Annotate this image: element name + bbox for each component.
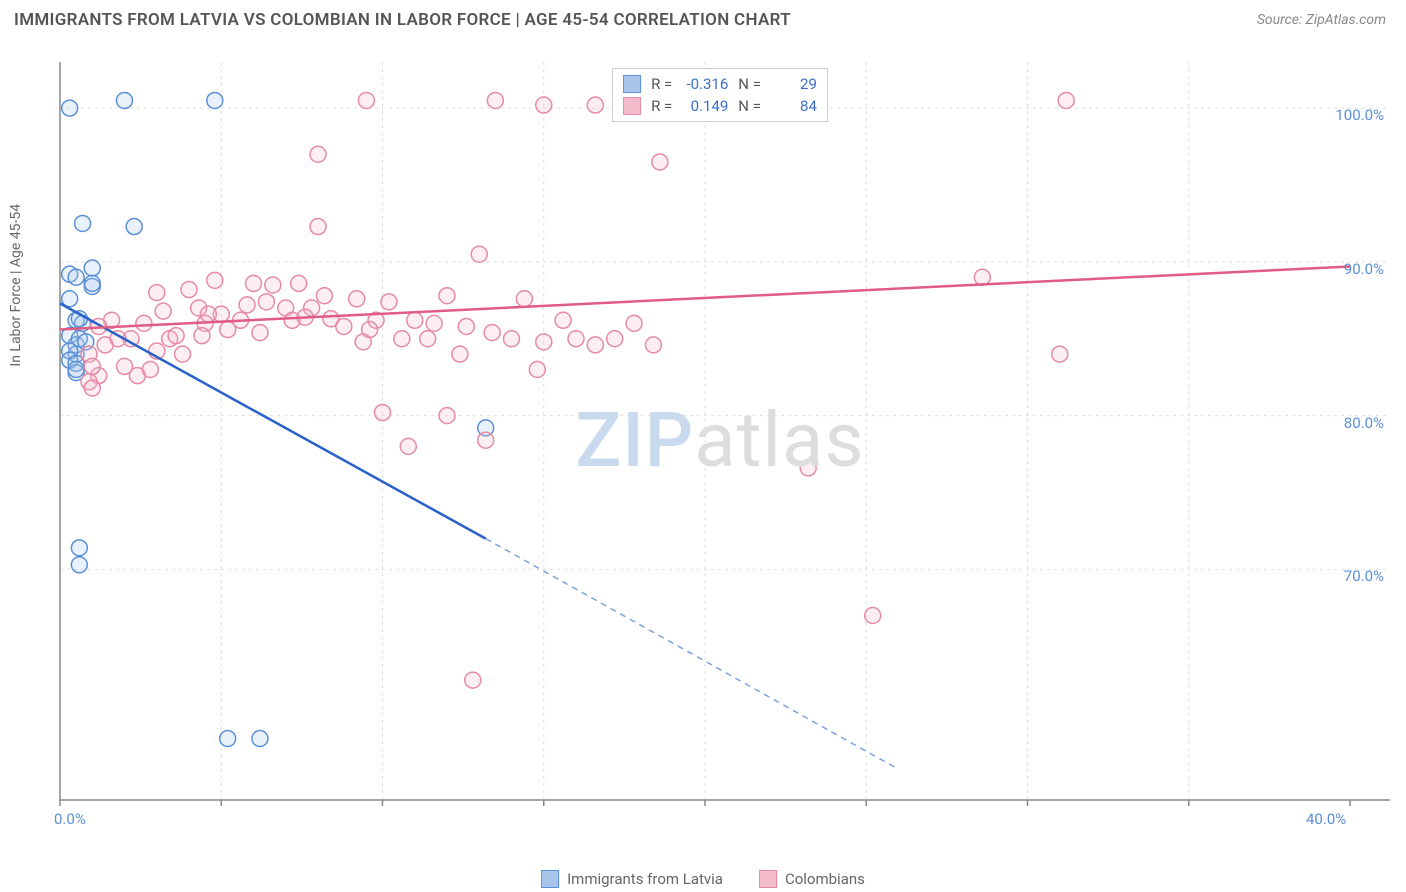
y-axis-label: In Labor Force | Age 45-54: [8, 204, 24, 367]
legend-swatch: [759, 870, 777, 888]
stats-r-label: R =: [651, 97, 672, 115]
y-tick-label: 70.0%: [1344, 567, 1384, 585]
stats-swatch-latvia: [623, 75, 641, 93]
chart-header: IMMIGRANTS FROM LATVIA VS COLOMBIAN IN L…: [0, 0, 1406, 36]
stats-r-value-latvia: -0.316: [682, 75, 728, 93]
legend-item: Immigrants from Latvia: [541, 870, 723, 888]
chart-area: In Labor Force | Age 45-54 ZIPatlas R = …: [50, 44, 1390, 836]
stats-row-colombians: R = 0.149 N = 84: [623, 95, 817, 117]
correlation-stats-box: R = -0.316 N = 29 R = 0.149 N = 84: [612, 68, 828, 122]
x-tick-label: 0.0%: [54, 810, 86, 828]
stats-r-value-colombians: 0.149: [682, 97, 728, 115]
y-tick-label: 100.0%: [1335, 106, 1384, 124]
y-tick-label: 80.0%: [1344, 414, 1384, 432]
stats-r-label: R =: [651, 75, 672, 93]
source-attribution: Source: ZipAtlas.com: [1257, 12, 1386, 28]
legend-label: Immigrants from Latvia: [567, 870, 723, 888]
legend: Immigrants from Latvia Colombians: [541, 870, 865, 888]
stats-n-label: N =: [738, 97, 761, 115]
stats-row-latvia: R = -0.316 N = 29: [623, 73, 817, 95]
legend-label: Colombians: [785, 870, 865, 888]
stats-swatch-colombians: [623, 97, 641, 115]
chart-title: IMMIGRANTS FROM LATVIA VS COLOMBIAN IN L…: [14, 10, 791, 30]
stats-n-value-latvia: 29: [771, 75, 817, 93]
x-tick-label: 40.0%: [1306, 810, 1346, 828]
y-tick-label: 90.0%: [1344, 260, 1384, 278]
stats-n-value-colombians: 84: [771, 97, 817, 115]
scatter-plot: [50, 44, 1390, 836]
legend-item: Colombians: [759, 870, 865, 888]
legend-swatch: [541, 870, 559, 888]
stats-n-label: N =: [738, 75, 761, 93]
